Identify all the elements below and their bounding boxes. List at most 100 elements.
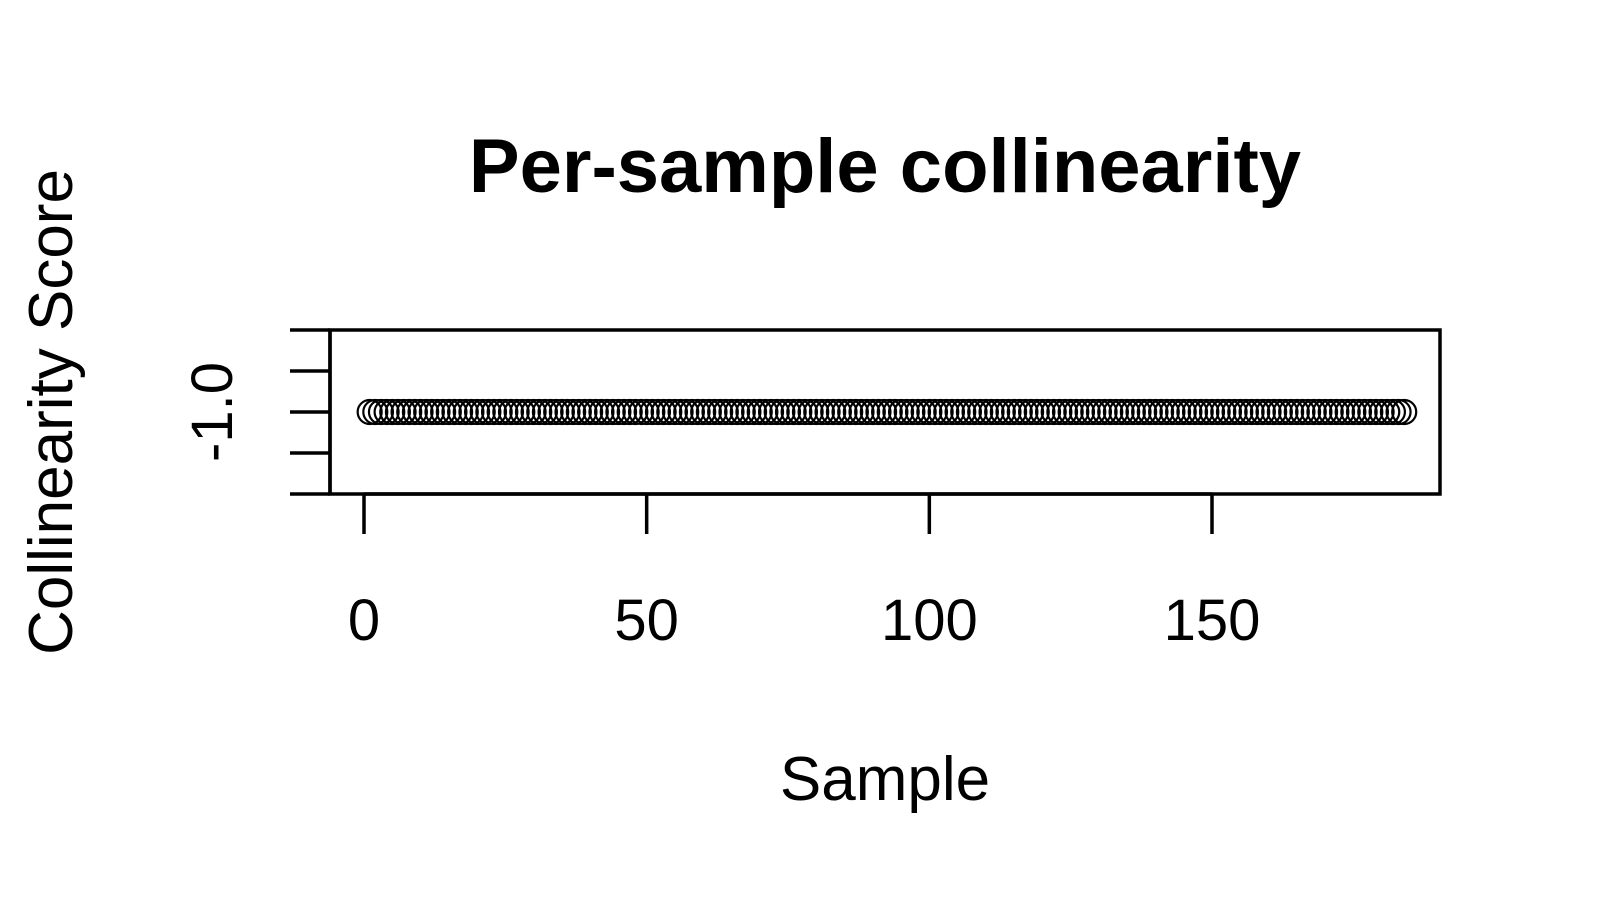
data-point [859,398,886,426]
data-point [757,398,785,426]
data-point [1221,398,1248,426]
data-point [537,398,564,426]
data-point [752,398,779,426]
data-point [656,398,683,426]
data-point [791,398,819,426]
data-point [1295,398,1322,426]
data-point [1125,398,1152,426]
data-point [1006,398,1033,426]
data-point [825,398,852,426]
data-point [1311,398,1339,426]
data-point [1334,398,1361,426]
data-point [1266,398,1293,426]
data-point [577,398,604,426]
data-point [1080,398,1107,426]
data-point [531,398,559,426]
data-point [1300,398,1327,426]
data-point [588,398,615,426]
data-point [458,398,485,426]
data-point [967,398,994,426]
data-point [695,398,722,426]
data-point [1351,398,1378,426]
data-point [769,398,796,426]
data-point [916,398,943,426]
data-point [1385,398,1412,426]
data-point [503,398,530,426]
y-axis-label: Collinearity Score [17,169,86,655]
data-point [497,398,525,426]
data-point [1193,398,1220,426]
data-point [763,398,790,426]
data-point [413,398,440,426]
data-point [1215,398,1243,426]
data-point [1278,398,1305,426]
data-point [1227,398,1254,426]
data-point [480,398,508,426]
data-point [944,398,971,426]
data-point [865,398,892,426]
data-point [1187,398,1214,426]
data-point [950,398,977,426]
data-point [390,398,417,426]
data-point [921,398,949,426]
data-point [893,398,920,426]
data-point [972,398,999,426]
data-point [661,398,689,426]
data-point [735,398,762,426]
data-point [356,398,383,426]
data-points [356,398,1418,426]
data-point [989,398,1016,426]
data-point [701,398,728,426]
data-point [633,398,660,426]
data-point [780,398,807,426]
data-point [1051,398,1079,426]
data-point [1040,398,1067,426]
data-point [452,398,479,426]
data-point [582,398,609,426]
data-point [933,398,960,426]
data-point [639,398,666,426]
data-point [961,398,988,426]
data-point [746,398,773,426]
data-point [1136,398,1163,426]
data-point [1029,398,1056,426]
data-point [1108,398,1135,426]
data-point [1142,398,1169,426]
data-point [955,398,983,426]
data-point [1374,398,1401,426]
chart-title: Per-sample collinearity [469,124,1301,209]
data-point [712,398,739,426]
data-point [938,398,966,426]
data-point [1391,398,1418,426]
data-point [899,398,926,426]
data-point [1289,398,1316,426]
x-tick-label: 50 [614,588,679,653]
data-point [486,398,513,426]
data-point [1170,398,1197,426]
data-point [927,398,954,426]
data-point [786,398,813,426]
data-point [904,398,932,426]
data-point [1317,398,1344,426]
data-point [1198,398,1226,426]
data-point [1379,398,1407,426]
data-point [469,398,496,426]
data-point [362,398,389,426]
data-point [707,398,734,426]
data-point [1159,398,1186,426]
data-point [1091,398,1118,426]
data-point [882,398,909,426]
data-point [820,398,847,426]
data-point [803,398,830,426]
data-point [1340,398,1367,426]
data-point [1368,398,1395,426]
data-point [622,398,649,426]
data-point [1001,398,1028,426]
data-point [441,398,468,426]
data-point [610,398,638,426]
x-tick-label: 100 [881,588,978,653]
data-point [667,398,694,426]
data-point [978,398,1005,426]
data-point [1232,398,1260,426]
